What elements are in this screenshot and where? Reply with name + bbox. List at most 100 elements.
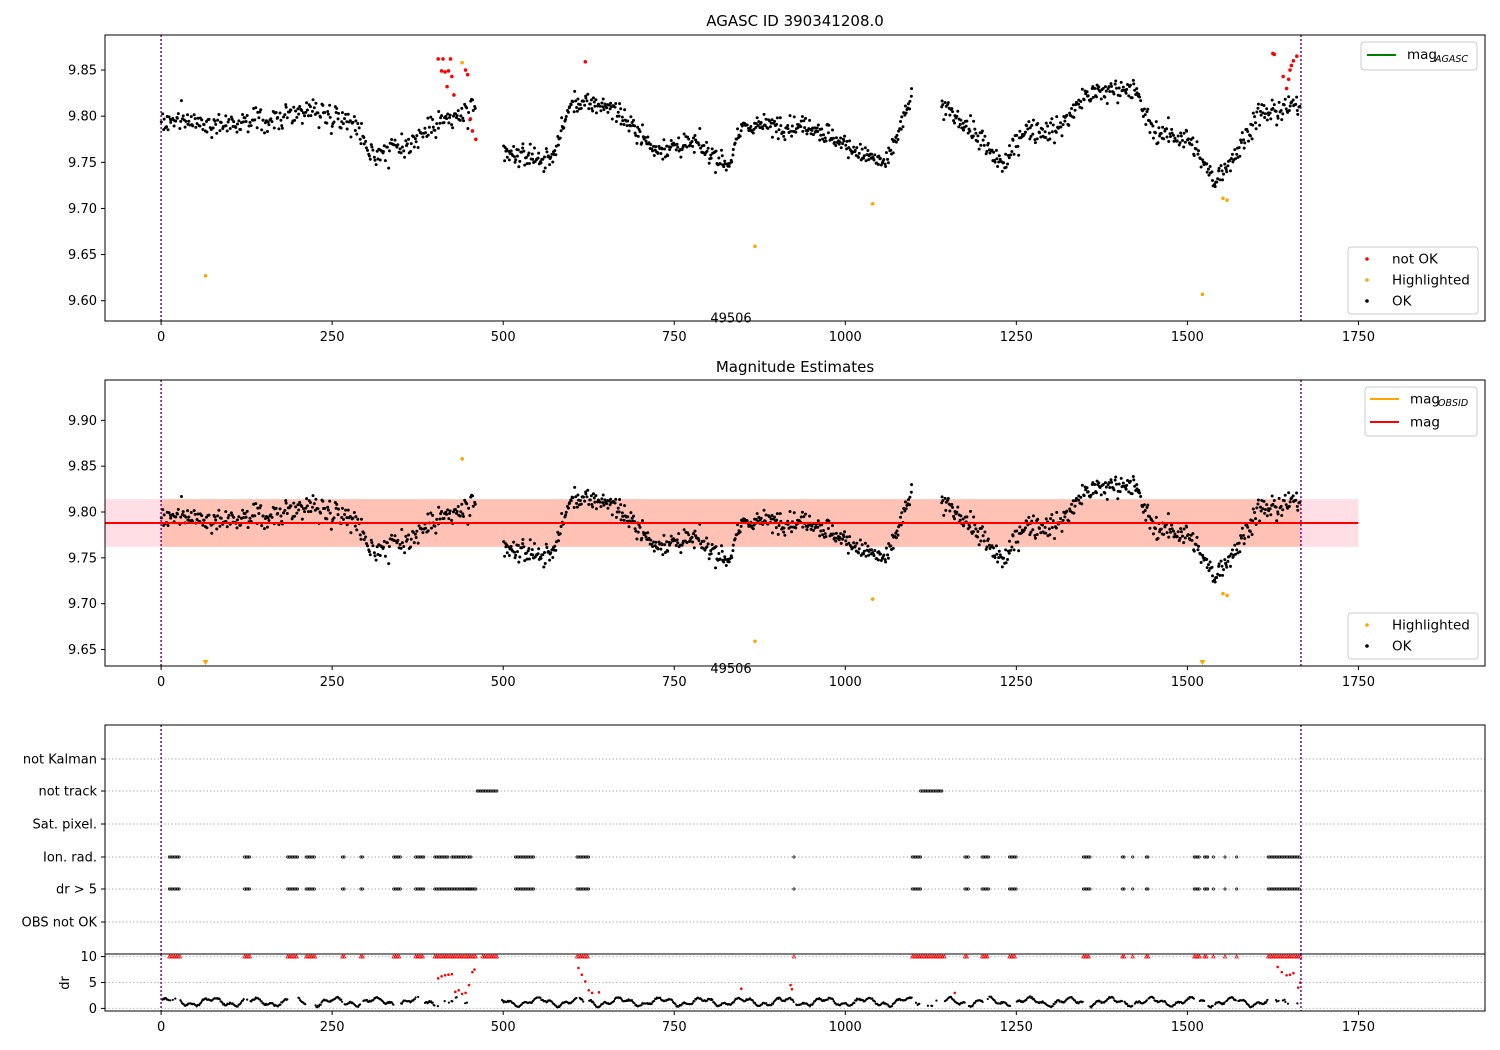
- ok-point: [440, 114, 444, 118]
- ok-point: [1284, 503, 1288, 507]
- dr-point: [1008, 1004, 1012, 1008]
- flag-marker: [578, 855, 582, 859]
- ok-point: [266, 516, 270, 520]
- ok-point: [1229, 552, 1233, 556]
- ok-point: [831, 128, 835, 132]
- ok-point: [214, 122, 218, 126]
- ok-point: [1151, 124, 1155, 128]
- ok-point: [1211, 574, 1215, 578]
- ok-point: [582, 99, 586, 103]
- flag-marker: [1291, 887, 1295, 891]
- ok-point: [181, 510, 185, 514]
- ok-point: [1010, 149, 1014, 153]
- dr-capped-marker: [294, 954, 299, 959]
- ok-point: [1043, 130, 1047, 134]
- ok-point: [569, 103, 573, 107]
- dr-point: [340, 1000, 344, 1003]
- ok-point: [1099, 97, 1103, 101]
- ok-point: [768, 515, 772, 519]
- ok-point: [586, 92, 590, 96]
- dr-point: [298, 997, 301, 1000]
- dr-point: [581, 998, 584, 1002]
- ok-point: [1047, 527, 1051, 531]
- ok-point: [373, 158, 377, 162]
- ok-point: [786, 124, 790, 128]
- ok-point: [1125, 87, 1129, 91]
- dr-point: [1203, 999, 1206, 1003]
- flag-marker: [1203, 855, 1206, 859]
- dr-large-point: [1296, 986, 1300, 989]
- dr-point: [1281, 999, 1284, 1002]
- flag-marker: [1266, 887, 1270, 891]
- ok-point: [569, 499, 573, 503]
- ok-point: [977, 147, 981, 151]
- ok-point: [1051, 519, 1055, 523]
- ok-point: [964, 124, 968, 128]
- ok-point: [811, 133, 815, 137]
- ok-point: [764, 513, 768, 517]
- dr-capped-marker: [1203, 954, 1209, 959]
- ok-point: [548, 163, 552, 167]
- ok-point: [774, 526, 778, 530]
- ok-point: [261, 514, 265, 518]
- ok-point: [632, 118, 636, 122]
- ok-point: [820, 523, 824, 527]
- flag-marker: [174, 887, 178, 891]
- ok-point: [326, 112, 330, 116]
- ok-point: [995, 157, 999, 161]
- ok-point: [1215, 575, 1219, 579]
- ok-point: [1176, 134, 1180, 138]
- ok-point: [1239, 536, 1243, 540]
- ok-point: [337, 111, 341, 115]
- ok-point: [467, 110, 471, 114]
- dr-point: [935, 999, 938, 1002]
- flag-marker: [1144, 887, 1148, 891]
- ok-point: [301, 507, 305, 511]
- ok-point: [1065, 113, 1069, 117]
- ok-point: [974, 527, 978, 531]
- ok-point: [1044, 517, 1048, 521]
- ok-point: [354, 515, 358, 519]
- dr-point: [592, 1001, 595, 1004]
- flag-marker: [1204, 887, 1208, 891]
- ok-point: [505, 543, 509, 547]
- panel-title: Magnitude Estimates: [716, 358, 874, 376]
- ok-point: [345, 127, 349, 131]
- ok-point: [241, 516, 245, 520]
- ok-point: [676, 541, 680, 545]
- flag-marker: [940, 789, 944, 793]
- ok-point: [1291, 494, 1295, 498]
- ok-point: [435, 122, 439, 126]
- y-tick-label: 9.85: [68, 64, 97, 79]
- ok-point: [943, 496, 947, 500]
- ok-point: [818, 534, 822, 538]
- dr-point: [464, 1002, 467, 1005]
- ok-point: [559, 129, 563, 133]
- ok-point: [886, 553, 890, 557]
- flag-marker: [578, 887, 582, 891]
- ok-point: [951, 505, 955, 509]
- flag-marker: [1012, 887, 1016, 891]
- ok-point: [274, 110, 278, 114]
- ok-point: [800, 114, 804, 118]
- ok-point: [526, 549, 530, 553]
- ok-point: [201, 523, 205, 527]
- ok-point: [575, 105, 579, 109]
- flag-marker: [451, 887, 455, 891]
- dr-point: [575, 996, 578, 1000]
- ok-point: [590, 503, 594, 507]
- dr-point: [414, 996, 417, 999]
- y-tick-label: 0: [89, 1002, 97, 1017]
- ok-point: [998, 553, 1002, 557]
- flag-marker: [361, 855, 364, 859]
- ok-point: [794, 130, 798, 134]
- flag-marker: [1278, 887, 1282, 891]
- dr-large-point: [739, 987, 743, 991]
- ok-point: [284, 499, 288, 503]
- ok-point: [364, 146, 368, 150]
- ok-point: [845, 147, 849, 151]
- ok-point: [1262, 103, 1266, 107]
- ok-point: [175, 116, 179, 120]
- ok-point: [858, 538, 862, 542]
- ok-point: [956, 505, 960, 509]
